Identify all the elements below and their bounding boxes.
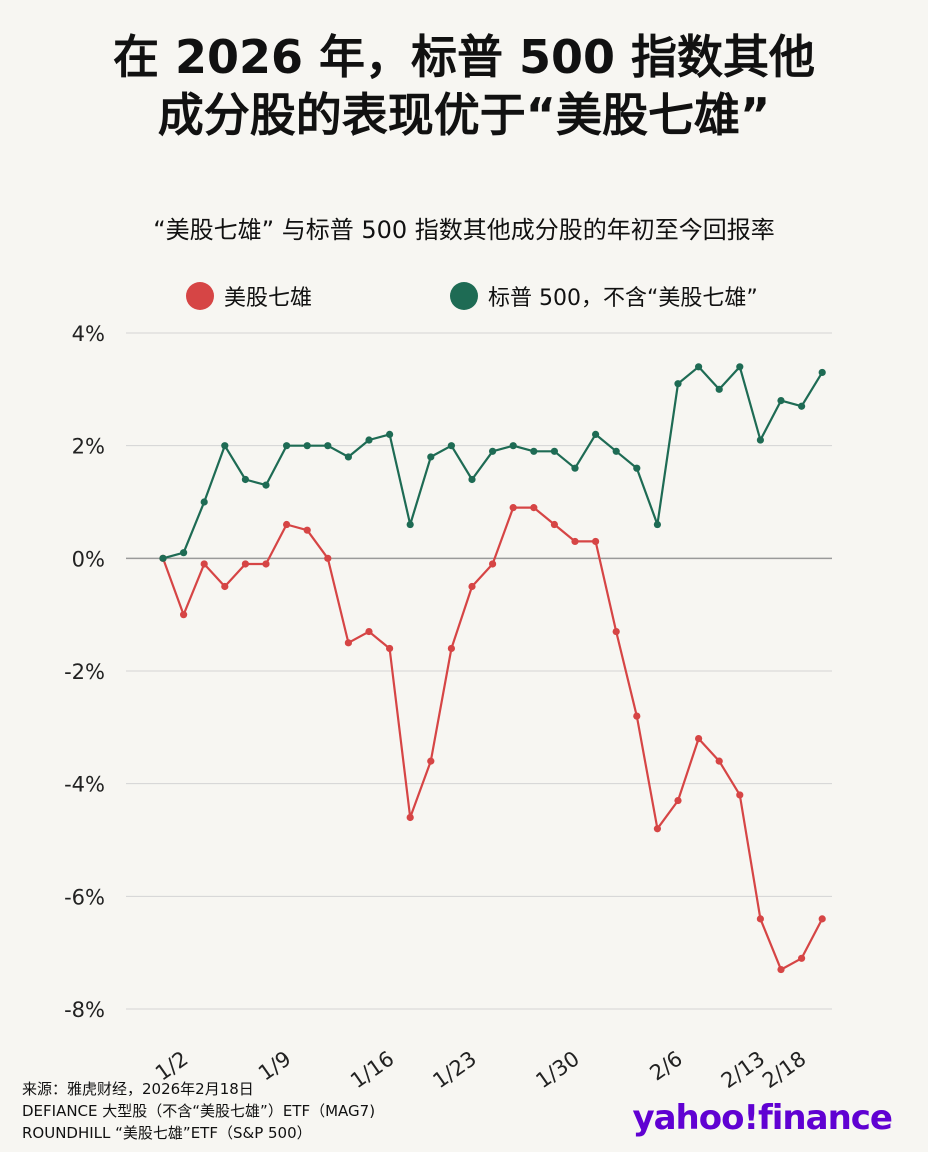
- series-line-0: [161, 506, 824, 971]
- data-point: [674, 380, 682, 388]
- data-point: [241, 560, 249, 568]
- data-point: [344, 453, 352, 461]
- data-point: [695, 363, 703, 371]
- data-point: [633, 464, 641, 472]
- data-point: [571, 464, 579, 472]
- yahoo-finance-logo: yahoo!finance: [632, 1098, 893, 1138]
- data-point: [468, 475, 476, 484]
- data-point: [262, 560, 270, 568]
- legend-label-sp500-ex: 标普 500，不含“美股七雄”: [488, 286, 758, 311]
- data-point: [180, 549, 188, 557]
- data-point: [283, 520, 291, 529]
- data-point: [303, 526, 311, 534]
- data-point: [159, 554, 167, 562]
- y-tick-label: 2%: [72, 435, 105, 459]
- x-tick-label: 1/23: [428, 1046, 480, 1093]
- data-point: [324, 442, 332, 450]
- y-tick-label: -8%: [64, 998, 105, 1022]
- legend-item-mag7: 美股七雄: [186, 280, 312, 312]
- data-point: [715, 757, 723, 765]
- data-point: [550, 520, 559, 529]
- y-tick-label: 4%: [72, 322, 105, 346]
- data-point: [447, 442, 455, 450]
- data-point: [365, 436, 373, 444]
- data-point: [674, 796, 682, 805]
- data-point: [283, 442, 291, 450]
- y-tick-label: -2%: [64, 660, 105, 684]
- y-tick-label: -4%: [64, 773, 105, 797]
- source-line-3: ROUNDHILL “美股七雄”ETF（S&P 500）: [22, 1124, 312, 1142]
- data-point: [386, 644, 394, 653]
- source-note: 来源：雅虎财经，2026年2月18日 DEFIANCE 大型股（不含“美股七雄”…: [22, 1078, 375, 1144]
- data-point: [324, 554, 332, 562]
- data-point: [447, 644, 455, 653]
- data-point: [489, 447, 497, 455]
- legend-label-mag7: 美股七雄: [224, 286, 313, 311]
- data-point: [344, 639, 352, 647]
- data-point: [756, 915, 765, 923]
- data-point: [818, 915, 826, 923]
- data-point: [200, 560, 208, 568]
- title-line-2: 成分股的表现优于“美股七雄”: [157, 88, 771, 142]
- data-point: [798, 402, 806, 410]
- data-point: [509, 442, 517, 450]
- legend-item-sp500-ex: 标普 500，不含“美股七雄”: [450, 280, 758, 312]
- series-line-1: [162, 365, 824, 560]
- data-point: [756, 436, 765, 444]
- data-point: [406, 520, 414, 529]
- data-point: [427, 757, 435, 765]
- chart-subtitle: “美股七雄” 与标普 500 指数其他成分股的年初至今回报率: [153, 216, 775, 244]
- data-point: [633, 712, 641, 720]
- data-point: [550, 447, 559, 455]
- data-point: [736, 363, 744, 371]
- source-line-1: 来源：雅虎财经，2026年2月18日: [22, 1080, 254, 1098]
- data-point: [489, 560, 497, 568]
- data-point: [427, 453, 435, 461]
- data-point: [653, 825, 662, 833]
- data-point: [715, 385, 723, 393]
- x-tick-label: 2/6: [645, 1046, 686, 1085]
- data-point: [777, 397, 785, 405]
- legend-swatch-mag7: [186, 282, 214, 310]
- data-point: [180, 611, 188, 619]
- legend-swatch-sp500-ex: [450, 282, 478, 310]
- data-point: [653, 520, 662, 529]
- data-point: [200, 498, 208, 506]
- x-tick-label: 2/13: [717, 1046, 769, 1093]
- x-tick-label: 2/18: [758, 1046, 810, 1093]
- data-point: [241, 475, 249, 484]
- chart-title: 在 2026 年，标普 500 指数其他 成分股的表现优于“美股七雄”: [0, 28, 928, 144]
- y-tick-label: 0%: [72, 547, 105, 571]
- data-point: [592, 537, 600, 546]
- data-point: [612, 627, 620, 636]
- data-point: [365, 627, 373, 636]
- y-tick-label: -6%: [64, 885, 105, 909]
- data-point: [571, 537, 579, 546]
- data-point: [530, 447, 538, 455]
- data-point: [221, 582, 229, 591]
- data-point: [798, 954, 806, 962]
- data-point: [612, 447, 620, 455]
- data-point: [221, 442, 229, 450]
- data-point: [509, 504, 517, 512]
- title-line-1: 在 2026 年，标普 500 指数其他: [112, 30, 816, 84]
- x-tick-label: 1/30: [531, 1046, 583, 1093]
- data-point: [818, 368, 826, 377]
- data-point: [303, 442, 311, 450]
- data-point: [736, 791, 744, 799]
- source-line-2: DEFIANCE 大型股（不含“美股七雄”）ETF（MAG7): [22, 1102, 376, 1120]
- data-point: [777, 965, 785, 974]
- data-point: [386, 430, 394, 438]
- data-point: [695, 735, 703, 743]
- data-point: [406, 813, 414, 822]
- data-point: [262, 481, 270, 489]
- data-point: [530, 504, 538, 512]
- data-point: [592, 430, 600, 438]
- data-point: [468, 582, 476, 591]
